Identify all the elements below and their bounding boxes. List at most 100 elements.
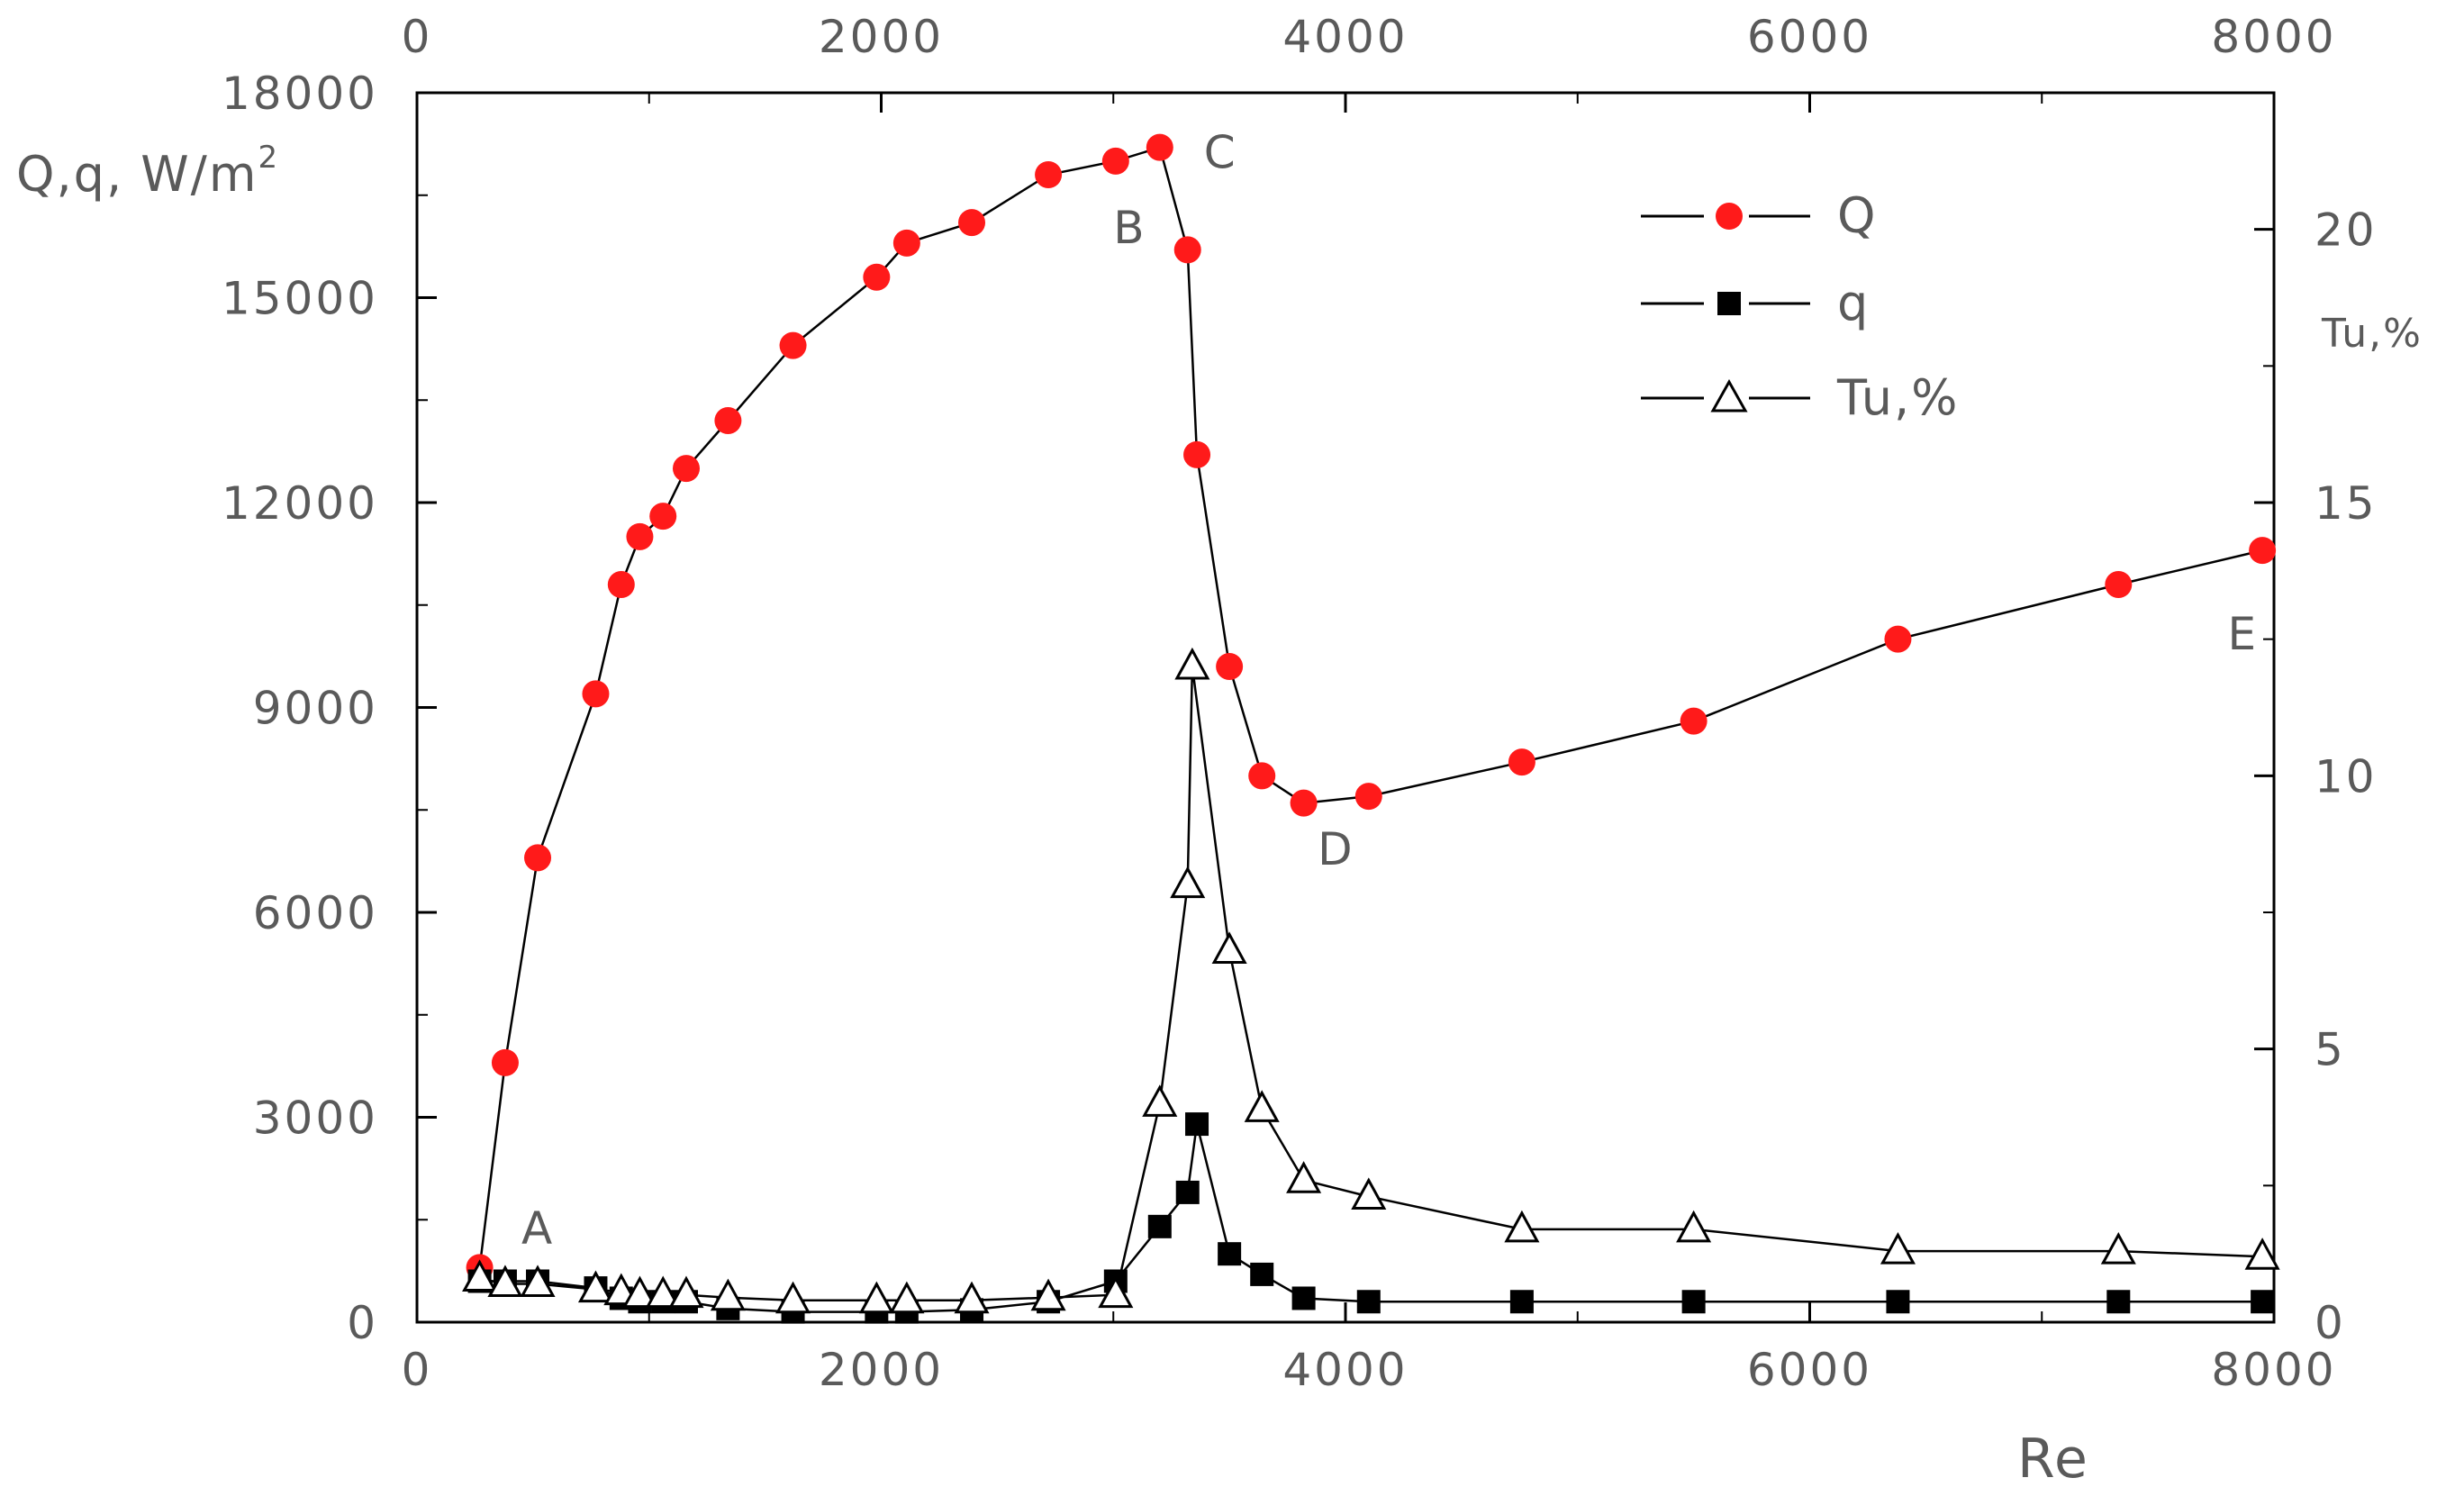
data-point-q [1290, 789, 1318, 817]
data-point-q [491, 1048, 519, 1076]
data-point-q [1291, 1286, 1316, 1310]
y2-tick-label: 0 [2315, 1297, 2346, 1349]
data-point-tu [1880, 1232, 1916, 1265]
data-point-q [1147, 1214, 1172, 1238]
data-point-q [892, 229, 920, 257]
x-tick-label-bottom: 0 [402, 1344, 433, 1396]
data-point-q [1886, 1290, 1910, 1314]
y-tick-label: 12000 [222, 477, 378, 530]
data-point-q [607, 571, 635, 598]
data-point-tu [1170, 866, 1206, 899]
x-tick-label-top: 6000 [1747, 11, 1872, 63]
data-point-tu [1142, 1084, 1178, 1117]
data-point-tu [710, 1278, 746, 1311]
data-point-q [672, 455, 700, 483]
data-point-tu [668, 1275, 704, 1309]
annotation-d: D [1318, 823, 1353, 875]
data-point-q [1101, 147, 1129, 175]
plot-frame [415, 91, 2276, 1324]
data-point-tu [645, 1275, 681, 1309]
data-point-q [1356, 1290, 1381, 1314]
data-point-tu [775, 1281, 811, 1314]
data-point-tu [2244, 1238, 2280, 1270]
data-point-tu [1286, 1161, 1322, 1193]
y-axis-title: Q,q, W/m2 [16, 140, 279, 203]
data-point-q [1680, 707, 1708, 735]
data-point-q [1354, 783, 1382, 811]
x-tick-label-top: 0 [402, 11, 433, 63]
data-point-q [2105, 571, 2133, 598]
y2-tick-label: 5 [2315, 1024, 2346, 1076]
data-point-tu [1504, 1210, 1540, 1243]
x-axis-title: Re [2017, 1428, 2089, 1491]
data-point-tu [954, 1281, 990, 1314]
data-point-tu [858, 1281, 894, 1314]
data-point-q [1185, 1112, 1209, 1137]
legend-entry-tu: Tu,% [1641, 369, 1958, 426]
y2-axis-title: Tu,% [2321, 311, 2423, 357]
data-point-tu [1174, 647, 1210, 680]
data-point-q [1173, 236, 1201, 264]
data-point-q [2106, 1290, 2131, 1314]
x-tick-label-top: 2000 [819, 11, 944, 63]
data-point-q [1681, 1290, 1706, 1314]
x-tick-label-top: 4000 [1282, 11, 1408, 63]
data-point-tu [1676, 1210, 1712, 1243]
data-point-tu [1211, 931, 1247, 964]
data-point-tu [1030, 1278, 1066, 1311]
data-point-tu [487, 1265, 523, 1298]
data-point-q [582, 680, 610, 708]
data-point-q [1250, 1262, 1274, 1286]
data-point-q [524, 844, 552, 872]
y-tick-label: 9000 [253, 683, 378, 735]
data-point-tu [889, 1281, 925, 1314]
y-axis-title-main: Q,q, W/m [16, 146, 258, 203]
data-point-tu [577, 1270, 614, 1303]
y2-tick-label: 15 [2315, 477, 2378, 530]
legend-marker-red-circle [1716, 203, 1743, 230]
data-point-tu [621, 1275, 657, 1309]
y-tick-label: 18000 [222, 68, 378, 120]
x-tick-label-bottom: 6000 [1747, 1344, 1872, 1396]
y-tick-label: 3000 [253, 1093, 378, 1145]
x-tick-label-top: 8000 [2211, 11, 2336, 63]
annotation-e: E [2227, 608, 2256, 660]
data-point-q [1884, 625, 1912, 653]
data-point-tu [1098, 1275, 1134, 1309]
data-point-tu [1244, 1090, 1280, 1122]
data-point-tu [520, 1265, 556, 1298]
data-point-q [649, 503, 677, 530]
legend: Q q Tu,% [1641, 187, 1958, 426]
series-line-q [479, 1123, 2263, 1313]
series-markers [462, 133, 2280, 1324]
data-point-q [1183, 440, 1211, 468]
legend-marker-black-square [1717, 292, 1741, 315]
annotation-c: C [1204, 126, 1236, 178]
data-point-tu [462, 1259, 498, 1292]
annotation-a: A [521, 1202, 552, 1255]
data-point-q [958, 209, 986, 237]
data-point-q [779, 331, 807, 359]
y2-tick-label: 20 [2315, 204, 2378, 257]
data-point-q [1218, 1242, 1242, 1266]
legend-entry-q-lower: q [1641, 275, 1870, 331]
data-point-tu [2100, 1232, 2136, 1265]
y-tick-label: 6000 [253, 887, 378, 939]
y-axis-title-superscript: 2 [258, 140, 279, 176]
series-line-q [478, 146, 2263, 1268]
x-tick-label-bottom: 2000 [819, 1344, 944, 1396]
data-point-q [1035, 161, 1063, 188]
data-point-q [2251, 1290, 2275, 1314]
data-point-tu [1351, 1177, 1387, 1210]
data-point-q [1216, 653, 1244, 680]
data-point-q [1509, 1290, 1534, 1314]
y2-tick-label: 10 [2315, 750, 2378, 802]
annotation-b: B [1113, 202, 1144, 254]
data-point-q [1175, 1180, 1200, 1204]
y-tick-label: 15000 [222, 273, 378, 325]
y-tick-label: 0 [347, 1297, 378, 1349]
legend-label-q-upper: Q [1837, 187, 1878, 244]
legend-label-q-lower: q [1837, 275, 1870, 331]
